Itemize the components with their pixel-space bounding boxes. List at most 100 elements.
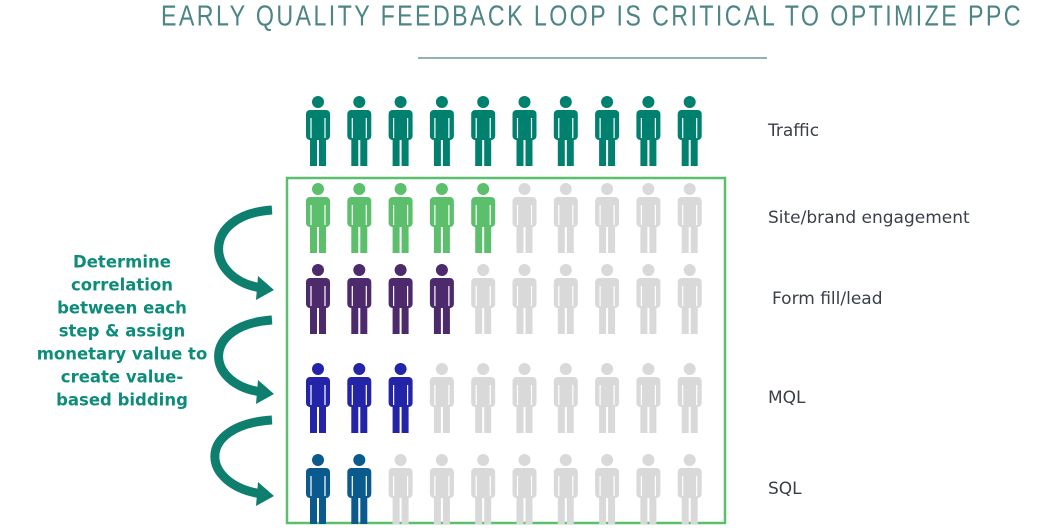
leg: [392, 134, 400, 166]
torso: [306, 278, 330, 308]
leg: [640, 401, 648, 433]
head: [642, 96, 655, 108]
head: [477, 96, 490, 108]
torso: [677, 110, 702, 140]
torso: [636, 278, 661, 308]
torso: [636, 197, 661, 227]
torso: [677, 468, 702, 498]
head: [353, 183, 366, 195]
head: [642, 363, 655, 375]
title: EARLY QUALITY FEEDBACK LOOP IS CRITICAL …: [161, 1, 1023, 33]
leg: [392, 492, 400, 524]
head: [435, 183, 448, 195]
leg: [360, 401, 368, 433]
head: [394, 363, 407, 375]
torso: [471, 377, 496, 407]
torso: [429, 110, 454, 140]
head: [559, 96, 572, 108]
leg: [401, 401, 409, 433]
leg: [557, 134, 565, 166]
leg: [484, 401, 492, 433]
head: [683, 363, 696, 375]
torso: [347, 377, 372, 407]
leg: [310, 134, 317, 166]
head: [394, 96, 407, 108]
leg: [319, 492, 326, 524]
leg: [475, 134, 483, 166]
leg: [433, 492, 441, 524]
leg: [608, 302, 616, 334]
leg: [640, 221, 648, 253]
leg: [351, 221, 359, 253]
leg: [690, 401, 698, 433]
torso: [512, 468, 537, 498]
head: [477, 264, 490, 276]
leg: [640, 134, 648, 166]
head: [642, 454, 655, 466]
head: [394, 183, 407, 195]
head: [353, 363, 366, 375]
head: [312, 264, 324, 276]
torso: [595, 468, 620, 498]
leg: [640, 492, 648, 524]
leg: [516, 492, 524, 524]
annotation-line: monetary value to: [37, 345, 208, 364]
leg: [433, 221, 441, 253]
torso: [429, 377, 454, 407]
leg: [351, 302, 359, 334]
leg: [557, 401, 565, 433]
head: [353, 264, 366, 276]
leg: [475, 492, 483, 524]
leg: [557, 302, 565, 334]
leg: [516, 134, 524, 166]
leg: [442, 134, 450, 166]
leg: [649, 492, 657, 524]
torso: [636, 377, 661, 407]
torso: [677, 377, 702, 407]
leg: [525, 134, 533, 166]
funnel-box: [285, 176, 727, 525]
torso: [512, 110, 537, 140]
leg: [484, 134, 492, 166]
torso: [471, 110, 496, 140]
torso: [388, 110, 413, 140]
row-label: Traffic: [767, 121, 819, 141]
leg: [319, 134, 326, 166]
head: [683, 183, 696, 195]
torso: [553, 110, 578, 140]
leg: [433, 134, 441, 166]
head: [559, 363, 572, 375]
head: [312, 454, 324, 466]
row-label: SQL: [768, 479, 802, 499]
head: [312, 183, 324, 195]
empty-icons: [429, 363, 702, 433]
head: [435, 264, 448, 276]
leg: [681, 134, 689, 166]
empty-icons: [471, 264, 702, 334]
annotation-line: Determine: [73, 253, 171, 272]
leg: [310, 221, 317, 253]
torso: [388, 377, 413, 407]
leg: [401, 302, 409, 334]
torso: [388, 197, 413, 227]
head: [435, 454, 448, 466]
leg: [599, 302, 607, 334]
filled-icons: [306, 363, 413, 433]
leg: [392, 401, 400, 433]
empty-icons: [388, 454, 702, 524]
leg: [681, 302, 689, 334]
head: [601, 363, 614, 375]
row-label: Site/brand engagement: [768, 208, 970, 228]
head: [435, 363, 448, 375]
leg: [566, 134, 574, 166]
head: [353, 454, 366, 466]
leg: [566, 302, 574, 334]
leg: [475, 302, 483, 334]
head: [312, 96, 324, 108]
leg: [392, 302, 400, 334]
leg: [557, 221, 565, 253]
leg: [566, 221, 574, 253]
leg: [442, 401, 450, 433]
torso: [471, 468, 496, 498]
